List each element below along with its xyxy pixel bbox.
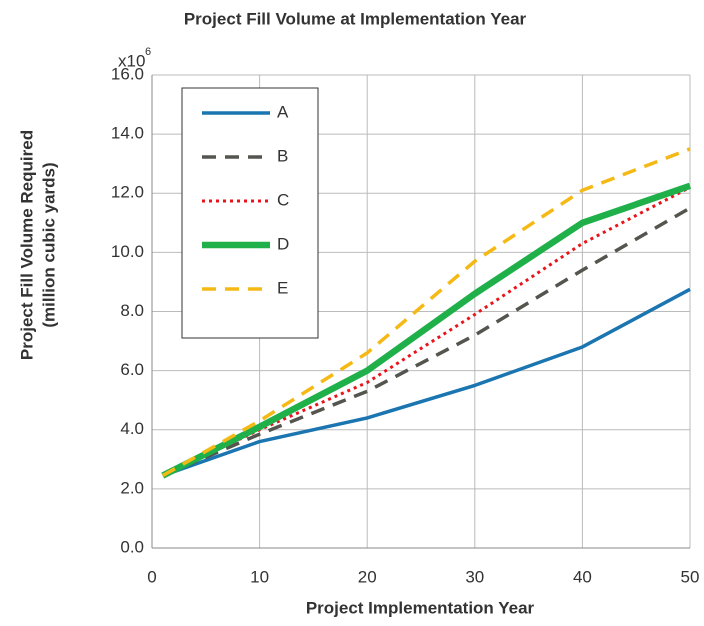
y-tick-label: 2.0 (120, 478, 144, 497)
y-tick-label: 14.0 (111, 124, 144, 143)
series-line (162, 206, 691, 478)
legend-label: E (277, 278, 288, 297)
x-tick-label: 0 (147, 567, 156, 586)
y-tick-label: 0.0 (120, 537, 144, 556)
y-axis-label: Project Fill Volume Required (million cu… (17, 130, 58, 360)
y-multiplier: x10 (118, 51, 145, 70)
legend-label: D (277, 234, 289, 253)
y-tick-label: 10.0 (111, 242, 144, 261)
y-axis-label-line: (million cubic yards) (39, 162, 58, 327)
legend-label: B (277, 146, 288, 165)
x-tick-label: 50 (681, 567, 700, 586)
y-tick-label: 4.0 (120, 419, 144, 438)
y-tick-label: 16.0 (111, 64, 144, 83)
x-tick-label: 40 (573, 567, 592, 586)
y-tick-label: 12.0 (111, 183, 144, 202)
legend-box (181, 87, 319, 339)
x-tick-label: 10 (250, 567, 269, 586)
legend-label: A (277, 102, 289, 121)
y-multiplier-exponent: 6 (145, 46, 151, 58)
series-line (162, 186, 691, 477)
y-tick-label: 6.0 (120, 360, 144, 379)
x-axis-label: Project Implementation Year (306, 598, 535, 617)
x-tick-label: 30 (465, 567, 484, 586)
legend-label: C (277, 190, 289, 209)
series-line (162, 287, 691, 478)
y-axis-label-line: Project Fill Volume Required (17, 130, 36, 360)
chart-title: Project Fill Volume at Implementation Ye… (184, 9, 527, 28)
y-tick-label: 8.0 (120, 301, 144, 320)
series-line (161, 182, 692, 479)
series-line (161, 147, 691, 478)
x-tick-label: 20 (358, 567, 377, 586)
